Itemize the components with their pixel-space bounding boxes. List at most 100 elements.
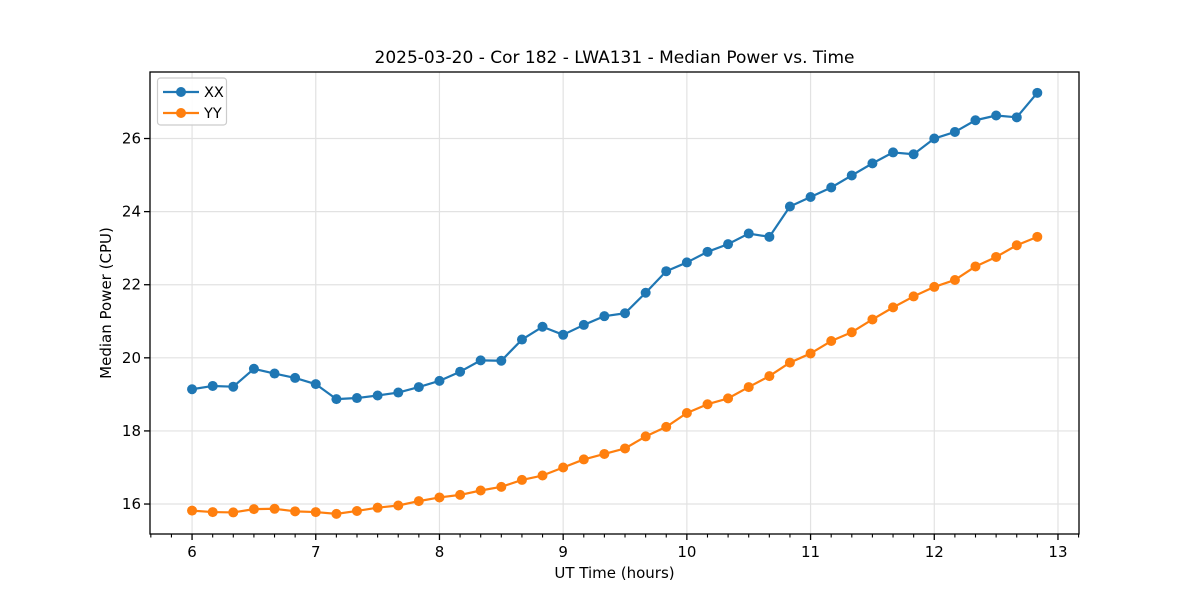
series-YY-point: [784, 357, 795, 368]
series-YY-point: [393, 500, 404, 511]
series-YY-line: [190, 235, 1039, 515]
series-XX-point: [970, 115, 981, 126]
series-YY-point: [269, 503, 280, 514]
x-tick-label: 11: [801, 543, 820, 561]
series-XX-point: [1032, 87, 1043, 98]
series-XX-point: [496, 355, 507, 366]
legend: XX YY: [156, 77, 228, 126]
series-XX-point: [455, 366, 466, 377]
series-YY-point: [228, 507, 239, 518]
series-YY: [187, 231, 1043, 519]
series-YY-point: [578, 454, 589, 465]
y-tick-label: 16: [122, 495, 141, 513]
series-YY-point: [475, 485, 486, 496]
series-YY-point: [764, 371, 775, 382]
series-XX-point: [991, 110, 1002, 121]
series-YY-point: [331, 508, 342, 519]
chart-title: 2025-03-20 - Cor 182 - LWA131 - Median P…: [375, 48, 855, 68]
series-XX-point: [537, 321, 548, 332]
series-XX-point: [331, 394, 342, 405]
series-YY-point: [207, 507, 218, 518]
x-tick-label: 13: [1048, 543, 1067, 561]
series-XX-point: [805, 192, 816, 203]
legend-item-XX: XX: [163, 85, 224, 101]
series-XX-point: [434, 375, 445, 386]
x-tick-label: 12: [925, 543, 944, 561]
series-XX-point: [908, 149, 919, 160]
series-XX-point: [413, 382, 424, 393]
series-YY-point: [929, 281, 940, 292]
legend-label-XX: XX: [204, 85, 224, 101]
series-YY-point: [1011, 240, 1022, 251]
series-XX-point: [578, 319, 589, 330]
series-XX-point: [599, 311, 610, 322]
y-tick-label: 26: [122, 130, 141, 148]
plot-area-border: [149, 71, 1080, 535]
legend-label-YY: YY: [203, 106, 222, 122]
legend-marker-icon: [176, 87, 186, 97]
tick-label-layer: 6 7 8 9 10 11 12 13 16 18 20 22 24 26: [122, 130, 1068, 561]
series-layer: [187, 87, 1043, 519]
series-YY-point: [826, 336, 837, 347]
series-YY-point: [187, 505, 198, 516]
legend-marker-icon: [176, 108, 186, 118]
series-XX-point: [949, 126, 960, 137]
grid-layer: [150, 72, 1079, 534]
series-YY-point: [867, 314, 878, 325]
series-XX-point: [661, 266, 672, 277]
series-XX-point: [393, 387, 404, 398]
series-XX-point: [351, 393, 362, 404]
series-XX-point: [516, 334, 527, 345]
series-YY-point: [991, 251, 1002, 262]
series-XX-point: [475, 355, 486, 366]
series-XX-point: [310, 379, 321, 390]
series-YY-point: [908, 291, 919, 302]
series-YY-point: [702, 399, 713, 410]
series-YY-point: [949, 274, 960, 285]
series-XX-point: [228, 381, 239, 392]
series-XX-point: [290, 372, 301, 383]
series-XX-point: [1011, 112, 1022, 123]
series-XX-point: [269, 368, 280, 379]
series-YY-point: [661, 421, 672, 432]
series-XX-point: [764, 231, 775, 242]
series-YY-point: [599, 448, 610, 459]
series-YY-point: [290, 506, 301, 517]
series-YY-point: [248, 504, 259, 515]
series-YY-point: [537, 470, 548, 481]
series-YY-point: [723, 393, 734, 404]
x-tick-label: 6: [187, 543, 197, 561]
series-XX-point: [620, 308, 631, 319]
series-YY-point: [434, 492, 445, 503]
series-YY-point: [805, 348, 816, 359]
series-XX-point: [846, 170, 857, 181]
legend-item-YY: YY: [163, 106, 222, 122]
series-XX-point: [929, 133, 940, 144]
series-YY-point: [351, 505, 362, 516]
series-XX-point: [723, 239, 734, 250]
series-XX: [187, 87, 1043, 405]
series-YY-point: [413, 496, 424, 507]
series-XX-point: [640, 287, 651, 298]
series-XX-point: [743, 228, 754, 239]
x-tick-label: 9: [558, 543, 568, 561]
x-axis-label: UT Time (hours): [554, 564, 674, 582]
x-tick-label: 10: [677, 543, 696, 561]
series-XX-point: [248, 363, 259, 374]
series-YY-point: [516, 474, 527, 485]
series-XX-point: [207, 380, 218, 391]
series-YY-point: [1032, 231, 1043, 242]
y-tick-label: 18: [122, 422, 141, 440]
series-XX-point: [558, 329, 569, 340]
series-YY-point: [681, 408, 692, 419]
series-YY-point: [846, 327, 857, 338]
series-YY-point: [496, 481, 507, 492]
y-tick-label: 20: [122, 349, 141, 367]
series-XX-point: [826, 182, 837, 193]
series-YY-point: [455, 489, 466, 500]
x-tick-label: 8: [435, 543, 445, 561]
y-tick-label: 22: [122, 276, 141, 294]
tick-layer: [144, 137, 1080, 540]
